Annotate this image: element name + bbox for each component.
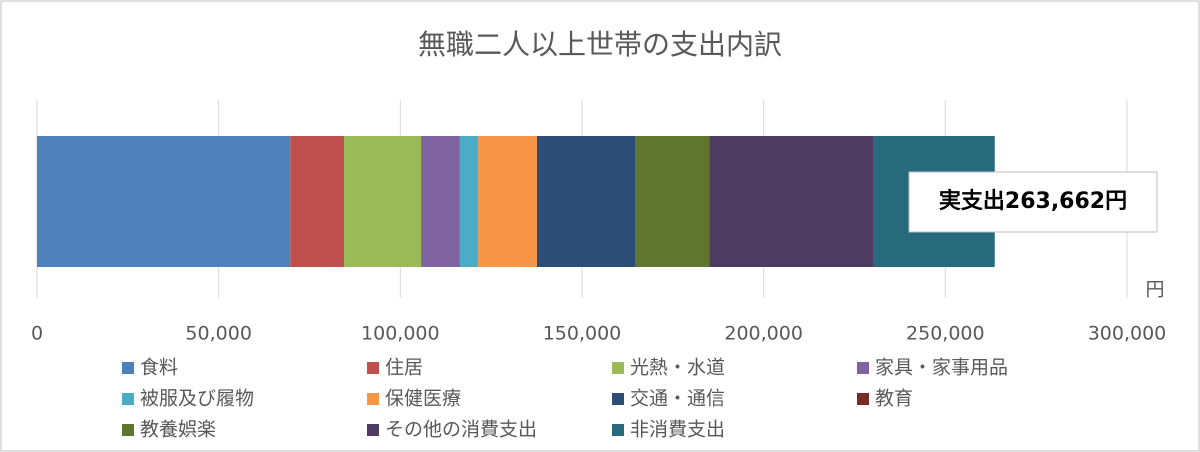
bar-segment <box>709 136 874 267</box>
bar-segment <box>635 136 710 267</box>
x-unit-label: 円 <box>1145 279 1164 301</box>
bar-segment <box>344 136 422 267</box>
legend-swatch <box>367 424 379 436</box>
annotation-box <box>908 171 1158 233</box>
legend-label: 家具・家事用品 <box>875 357 1008 379</box>
chart-title: 無職二人以上世帯の支出内訳 <box>418 28 782 61</box>
legend-swatch <box>367 362 379 374</box>
bar-segment <box>478 136 537 267</box>
bar-segment <box>459 136 479 267</box>
legend-label: 交通・通信 <box>630 388 725 410</box>
legend-label: 食料 <box>140 357 178 379</box>
legend-swatch <box>122 393 134 405</box>
bar-segment <box>421 136 460 267</box>
legend-label: 教育 <box>875 388 913 410</box>
legend-swatch <box>612 393 624 405</box>
bar-segment <box>536 136 636 267</box>
legend-label: 住居 <box>385 357 423 379</box>
x-tick-label: 300,000 <box>1088 323 1167 345</box>
legend-swatch <box>857 362 869 374</box>
legend-label: その他の消費支出 <box>385 419 537 441</box>
legend-swatch <box>612 362 624 374</box>
legend-label: 教養娯楽 <box>140 419 216 441</box>
legend-label: 光熱・水道 <box>630 357 725 379</box>
x-tick-label: 150,000 <box>543 323 622 345</box>
legend-swatch <box>122 362 134 374</box>
legend-label: 非消費支出 <box>630 419 725 441</box>
legend-label: 保健医療 <box>385 388 461 410</box>
bar-segment <box>290 136 345 267</box>
bar-segment <box>37 136 291 267</box>
x-tick-label: 0 <box>31 323 43 345</box>
legend-swatch <box>612 424 624 436</box>
legend-label: 被服及び履物 <box>140 388 254 410</box>
legend-swatch <box>122 424 134 436</box>
x-tick-label: 50,000 <box>185 323 251 345</box>
x-tick-label: 100,000 <box>361 323 440 345</box>
x-tick-label: 250,000 <box>906 323 985 345</box>
legend-swatch <box>367 393 379 405</box>
legend-swatch <box>857 393 869 405</box>
x-tick-label: 200,000 <box>724 323 803 345</box>
annotation: 実支出263,662円 <box>939 188 1127 214</box>
